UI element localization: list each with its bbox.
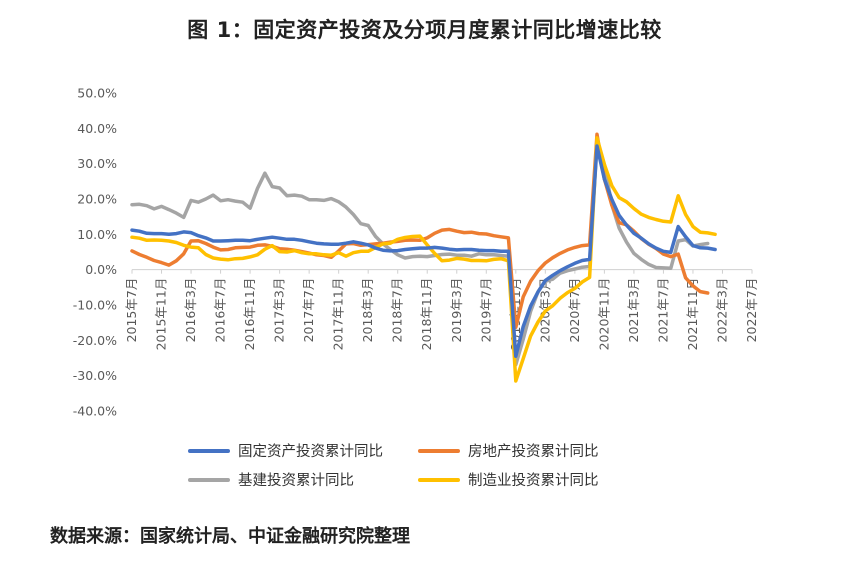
source-note: 数据来源：国家统计局、中证金融研究院整理 <box>50 526 410 547</box>
x-tick-label: 2015年11月 <box>154 278 169 351</box>
x-tick-label: 2016年3月 <box>183 278 198 343</box>
x-tick-label: 2021年3月 <box>626 278 641 343</box>
x-tick-label: 2015年7月 <box>124 278 139 343</box>
y-tick-label: 10.0% <box>77 227 117 242</box>
y-tick-label: -30.0% <box>73 368 117 383</box>
x-tick-label: 2020年7月 <box>567 278 582 343</box>
x-axis: 2015年7月 2015年11月 2016年3月 2016年7月 2016年11月 201… <box>124 269 759 351</box>
y-tick-label: 50.0% <box>77 86 117 101</box>
y-tick-label: -20.0% <box>73 333 117 348</box>
x-tick-label: 2019年7月 <box>478 278 493 343</box>
x-tick-label: 2018年11月 <box>419 278 434 351</box>
series-line-3 <box>130 136 717 383</box>
legend-label-2: 基建投资累计同比 <box>238 472 354 489</box>
x-tick-label: 2022年3月 <box>714 278 729 343</box>
y-tick-label: 30.0% <box>77 156 117 171</box>
y-tick-label: 40.0% <box>77 121 117 136</box>
x-tick-label: 2016年11月 <box>242 278 257 351</box>
x-tick-label: 2021年7月 <box>655 278 670 343</box>
chart-title: 图 1：固定资产投资及分项月度累计同比增速比较 <box>187 18 662 42</box>
x-tick-label: 2017年3月 <box>272 278 287 343</box>
x-tick-label: 2020年11月 <box>596 278 611 351</box>
x-tick-label: 2019年3月 <box>449 278 464 343</box>
y-tick-label: -10.0% <box>73 298 117 313</box>
x-tick-label: 2021年11月 <box>685 278 700 351</box>
x-tick-label: 2017年11月 <box>331 278 346 351</box>
y-tick-label: 0.0% <box>85 262 117 277</box>
legend-label-1: 房地产投资累计同比 <box>468 443 599 460</box>
series-lines <box>130 132 717 383</box>
legend-label-0: 固定资产投资累计同比 <box>238 443 383 460</box>
y-tick-label: 20.0% <box>77 192 117 207</box>
x-tick-label: 2018年7月 <box>390 278 405 343</box>
series-line-0 <box>130 144 717 358</box>
x-tick-label: 2016年7月 <box>213 278 228 343</box>
y-tick-label: -40.0% <box>73 404 117 419</box>
series-line-1 <box>130 132 710 330</box>
y-axis: 50.0% 40.0% 30.0% 20.0% 10.0% 0.0% -10.0% -20.0… <box>73 86 117 419</box>
x-tick-label: 2017年7月 <box>301 278 316 343</box>
x-tick-label: 2022年7月 <box>744 278 759 343</box>
x-tick-label: 2018年3月 <box>360 278 375 343</box>
legend-label-3: 制造业投资累计同比 <box>468 472 599 489</box>
